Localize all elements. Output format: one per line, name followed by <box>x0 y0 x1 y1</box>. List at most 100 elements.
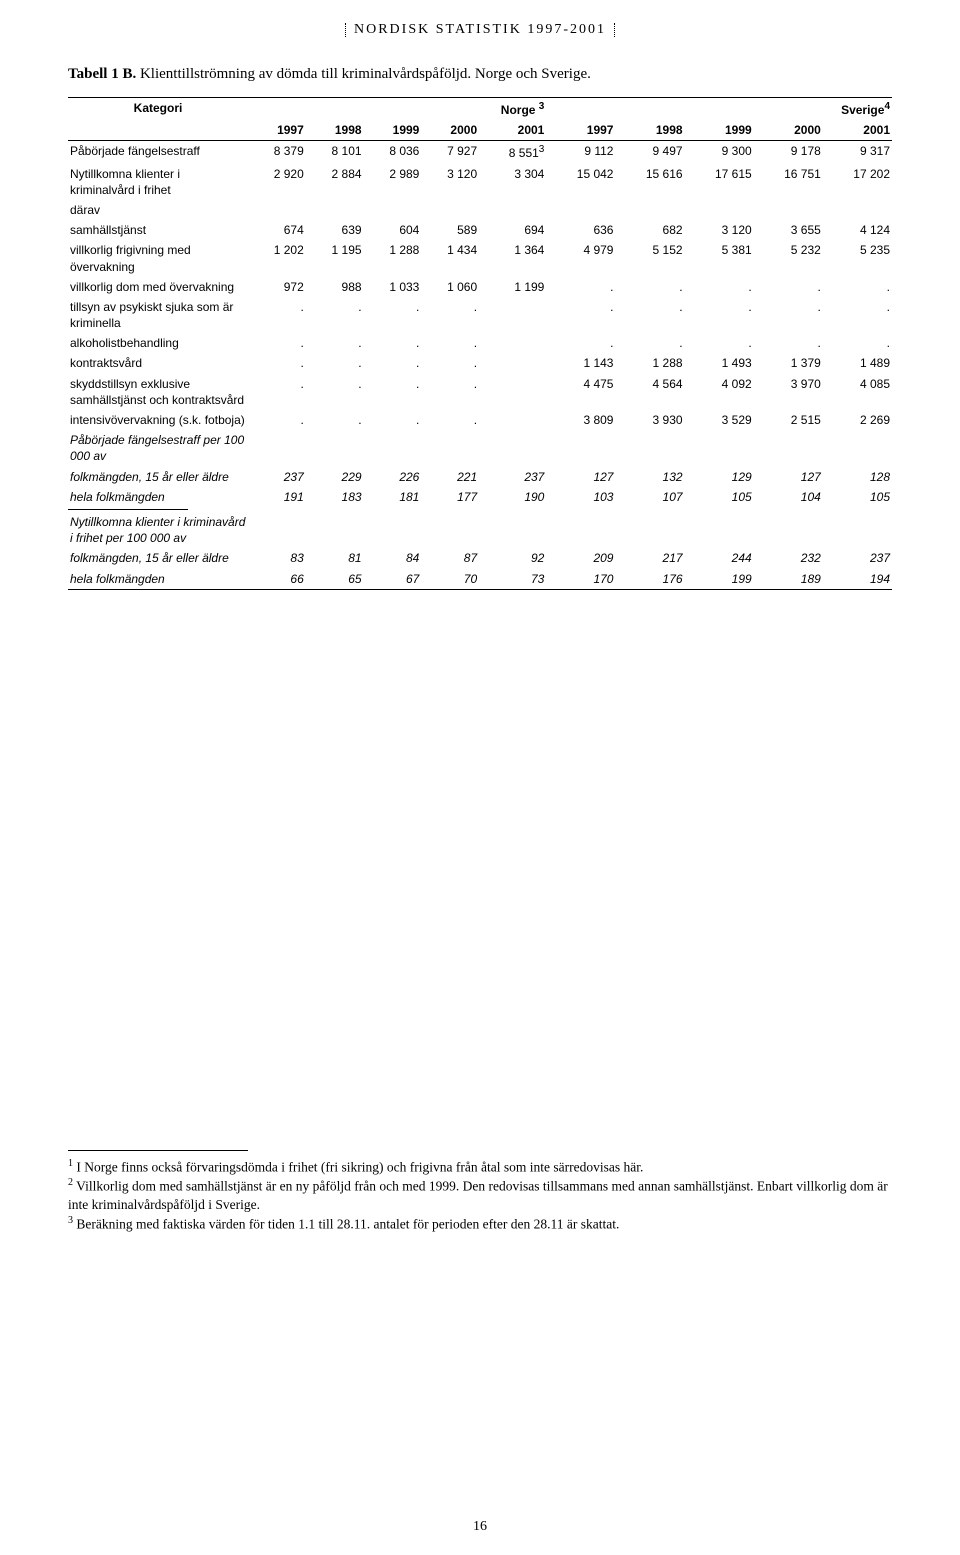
table-row: Påbörjade fängelsestraff per 100 000 av <box>68 430 892 466</box>
cell: 4 979 <box>546 240 615 276</box>
cell: 1 434 <box>421 240 479 276</box>
cell: 66 <box>248 569 306 590</box>
cell: 127 <box>546 467 615 487</box>
cell: . <box>364 297 422 333</box>
table-row: Påbörjade fängelsestraff8 3798 1018 0367… <box>68 141 892 164</box>
year: 2001 <box>479 120 546 141</box>
cell: 2 884 <box>306 164 364 200</box>
cell: 189 <box>754 569 823 590</box>
cell: 181 <box>364 487 422 507</box>
cell <box>685 512 754 548</box>
cell: . <box>248 410 306 430</box>
cell: . <box>306 410 364 430</box>
cell <box>615 512 684 548</box>
cell <box>248 200 306 220</box>
cell <box>615 200 684 220</box>
cell: 682 <box>615 220 684 240</box>
cell: 9 112 <box>546 141 615 164</box>
data-table: Kategori Norge 3 Sverige4 1997 1998 1999… <box>68 97 892 590</box>
cell: 87 <box>421 548 479 568</box>
col-group-norge: Norge 3 <box>248 98 546 121</box>
cell: 9 300 <box>685 141 754 164</box>
cell: 217 <box>615 548 684 568</box>
cell: 4 085 <box>823 374 892 410</box>
cell: . <box>685 277 754 297</box>
cell: 221 <box>421 467 479 487</box>
cell <box>248 512 306 548</box>
footnote-num: 3 <box>68 1215 73 1226</box>
cell: 3 930 <box>615 410 684 430</box>
cell <box>421 430 479 466</box>
cell <box>364 430 422 466</box>
table-row: villkorlig dom med övervakning9729881 03… <box>68 277 892 297</box>
cell: 1 288 <box>615 353 684 373</box>
cell <box>479 353 546 373</box>
cell: 9 497 <box>615 141 684 164</box>
cell: 2 989 <box>364 164 422 200</box>
cell: . <box>306 297 364 333</box>
cell <box>421 512 479 548</box>
cell <box>479 333 546 353</box>
cell <box>479 512 546 548</box>
caption-prefix: Tabell 1 B. <box>68 66 136 82</box>
row-label: Nytillkomna klienter i kriminavård i fri… <box>68 512 248 548</box>
cell: 3 529 <box>685 410 754 430</box>
cell: 7 927 <box>421 141 479 164</box>
cell: 639 <box>306 220 364 240</box>
cell <box>364 512 422 548</box>
cell: 4 092 <box>685 374 754 410</box>
sverige-label: Sverige <box>841 103 884 117</box>
cell: 5 381 <box>685 240 754 276</box>
cell: 4 124 <box>823 220 892 240</box>
cell <box>685 200 754 220</box>
row-label: samhällstjänst <box>68 220 248 240</box>
cell: 194 <box>823 569 892 590</box>
cell: 65 <box>306 569 364 590</box>
cell <box>685 430 754 466</box>
cell: 244 <box>685 548 754 568</box>
table-row: hela folkmängden666567707317017619918919… <box>68 569 892 590</box>
cell: 209 <box>546 548 615 568</box>
cell: 1 364 <box>479 240 546 276</box>
norge-sup: 3 <box>539 101 545 112</box>
row-label: villkorlig dom med övervakning <box>68 277 248 297</box>
cell: . <box>615 297 684 333</box>
row-label: därav <box>68 200 248 220</box>
cell: 105 <box>823 487 892 507</box>
col-kategori: Kategori <box>68 98 248 141</box>
table-body: Påbörjade fängelsestraff8 3798 1018 0367… <box>68 141 892 590</box>
cell: 229 <box>306 467 364 487</box>
year: 1997 <box>546 120 615 141</box>
year: 1999 <box>685 120 754 141</box>
table-row: folkmängden, 15 år eller äldre8381848792… <box>68 548 892 568</box>
table-row: Nytillkomna klienter i kriminavård i fri… <box>68 512 892 548</box>
cell: 1 489 <box>823 353 892 373</box>
cell <box>479 410 546 430</box>
caption-text: Klienttillströmning av dömda till krimin… <box>140 66 591 82</box>
norge-label: Norge <box>501 103 536 117</box>
cell: 92 <box>479 548 546 568</box>
cell: . <box>754 333 823 353</box>
table-row: samhällstjänst6746396045896946366823 120… <box>68 220 892 240</box>
cell: . <box>421 333 479 353</box>
cell: . <box>823 297 892 333</box>
table-head: Kategori Norge 3 Sverige4 1997 1998 1999… <box>68 98 892 141</box>
row-label: Påbörjade fängelsestraff per 100 000 av <box>68 430 248 466</box>
cell: 73 <box>479 569 546 590</box>
row-label: villkorlig frigivning med övervakning <box>68 240 248 276</box>
row-label: alkoholistbehandling <box>68 333 248 353</box>
cell: . <box>546 297 615 333</box>
table-row: villkorlig frigivning med övervakning1 2… <box>68 240 892 276</box>
row-label: hela folkmängden <box>68 569 248 590</box>
table-row: hela folkmängden191183181177190103107105… <box>68 487 892 507</box>
footnote-rule <box>68 1150 248 1151</box>
cell: 1 202 <box>248 240 306 276</box>
cell: 127 <box>754 467 823 487</box>
cell <box>546 200 615 220</box>
table-row: kontraktsvård....1 1431 2881 4931 3791 4… <box>68 353 892 373</box>
cell: . <box>823 277 892 297</box>
cell: . <box>364 410 422 430</box>
cell: . <box>421 297 479 333</box>
cell: 3 120 <box>685 220 754 240</box>
cell: 15 616 <box>615 164 684 200</box>
